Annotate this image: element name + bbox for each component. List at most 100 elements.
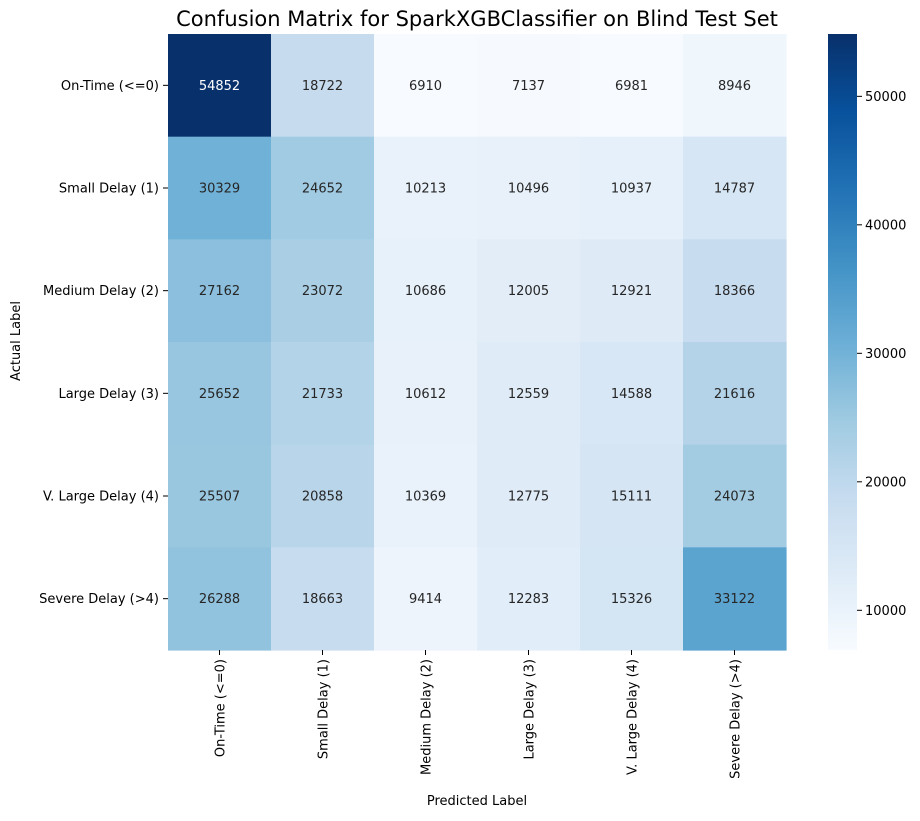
- cell-value-r0-c2: 6910: [409, 79, 442, 94]
- cell-value-r1-c0: 30329: [199, 182, 240, 197]
- heatmap-cell-r1-c1: [271, 136, 375, 240]
- cell-value-r5-c0: 26288: [199, 592, 240, 607]
- cell-value-r0-c3: 7137: [512, 79, 545, 94]
- x-axis-ticks: On-Time (<=0) Small Delay (1) Medium Delay…: [214, 650, 744, 779]
- cell-value-r5-c2: 9414: [409, 592, 442, 607]
- heatmap-cell-r5-c3: [477, 547, 581, 651]
- heatmap-cell-r2-c5: [683, 239, 787, 343]
- y-axis-label: Actual Label: [9, 301, 24, 381]
- cell-value-r1-c1: 24652: [302, 182, 343, 197]
- heatmap-cell-r1-c5: [683, 136, 787, 240]
- heatmap-cell-r2-c4: [580, 239, 684, 343]
- heatmap-cell-r5-c2: [374, 547, 478, 651]
- cell-value-r2-c0: 27162: [199, 284, 240, 299]
- cell-annotations: 54852 18722 6910 7137 6981 8946 30329 24652 1021…: [199, 79, 755, 607]
- cell-value-r3-c1: 21733: [302, 387, 343, 402]
- x-tick-label-1: Small Delay (1): [317, 659, 332, 759]
- y-tick-label-2: Medium Delay (2): [43, 284, 159, 299]
- heatmap-cells: [168, 34, 787, 651]
- cell-value-r5-c4: 15326: [611, 592, 652, 607]
- heatmap-cell-r3-c0: [168, 342, 272, 446]
- colorbar: [828, 34, 857, 650]
- cell-value-r5-c5: 33122: [714, 592, 755, 607]
- heatmap-cell-r0-c3: [477, 34, 581, 138]
- heatmap-cell-r4-c0: [168, 444, 272, 548]
- heatmap-cell-r2-c0: [168, 239, 272, 343]
- heatmap-cell-r5-c5: [683, 547, 787, 651]
- y-tick-label-0: On-Time (<=0): [61, 79, 159, 94]
- heatmap-cell-r2-c1: [271, 239, 375, 343]
- colorbar-tick-label-0: 10000: [865, 604, 906, 619]
- colorbar-tick-label-4: 50000: [865, 90, 906, 105]
- heatmap-cell-r0-c1: [271, 34, 375, 138]
- y-tick-label-4: V. Large Delay (4): [43, 490, 159, 505]
- heatmap-cell-r1-c4: [580, 136, 684, 240]
- heatmap-cell-r5-c0: [168, 547, 272, 651]
- cell-value-r4-c2: 10369: [405, 490, 446, 505]
- cell-value-r1-c4: 10937: [611, 182, 652, 197]
- x-axis-label: Predicted Label: [427, 794, 527, 809]
- heatmap-cell-r1-c2: [374, 136, 478, 240]
- heatmap-cell-r0-c2: [374, 34, 478, 138]
- cell-value-r1-c3: 10496: [508, 182, 549, 197]
- heatmap-cell-r1-c3: [477, 136, 581, 240]
- heatmap-cell-r4-c2: [374, 444, 478, 548]
- heatmap-cell-r4-c1: [271, 444, 375, 548]
- cell-value-r4-c4: 15111: [611, 490, 652, 505]
- y-tick-label-1: Small Delay (1): [59, 182, 159, 197]
- x-tick-label-0: On-Time (<=0): [214, 659, 229, 757]
- cell-value-r2-c2: 10686: [405, 284, 446, 299]
- cell-value-r1-c5: 14787: [714, 182, 755, 197]
- colorbar-tick-label-1: 20000: [865, 475, 906, 490]
- cell-value-r2-c4: 12921: [611, 284, 652, 299]
- heatmap-cell-r5-c4: [580, 547, 684, 651]
- colorbar-tick-label-2: 30000: [865, 347, 906, 362]
- cell-value-r2-c3: 12005: [508, 284, 549, 299]
- cell-value-r4-c5: 24073: [714, 490, 755, 505]
- heatmap-cell-r0-c0: [168, 34, 272, 138]
- cell-value-r3-c4: 14588: [611, 387, 652, 402]
- cell-value-r0-c4: 6981: [615, 79, 648, 94]
- cell-value-r2-c5: 18366: [714, 284, 755, 299]
- cell-value-r4-c3: 12775: [508, 490, 549, 505]
- heatmap-cell-r4-c3: [477, 444, 581, 548]
- heatmap-cell-r0-c5: [683, 34, 787, 138]
- cell-value-r4-c0: 25507: [199, 490, 240, 505]
- y-axis-ticks: On-Time (<=0) Small Delay (1) Medium Delay…: [39, 79, 168, 607]
- chart-title: Confusion Matrix for SparkXGBClassifier …: [176, 7, 778, 31]
- colorbar-tick-label-3: 40000: [865, 218, 906, 233]
- cell-value-r0-c1: 18722: [302, 79, 343, 94]
- heatmap-cell-r3-c3: [477, 342, 581, 446]
- cell-value-r3-c3: 12559: [508, 387, 549, 402]
- cell-value-r5-c3: 12283: [508, 592, 549, 607]
- heatmap-cell-r3-c4: [580, 342, 684, 446]
- cell-value-r0-c5: 8946: [718, 79, 751, 94]
- cell-value-r4-c1: 20858: [302, 490, 343, 505]
- x-tick-label-3: Large Delay (3): [523, 659, 538, 760]
- cell-value-r0-c0: 54852: [199, 79, 240, 94]
- heatmap-cell-r1-c0: [168, 136, 272, 240]
- y-tick-label-3: Large Delay (3): [58, 387, 159, 402]
- heatmap-cell-r4-c4: [580, 444, 684, 548]
- colorbar-ticks: 10000 20000 30000 40000 50000: [857, 90, 906, 619]
- cell-value-r3-c5: 21616: [714, 387, 755, 402]
- y-tick-label-5: Severe Delay (>4): [39, 592, 159, 607]
- cell-value-r2-c1: 23072: [302, 284, 343, 299]
- cell-value-r5-c1: 18663: [302, 592, 343, 607]
- cell-value-r3-c0: 25652: [199, 387, 240, 402]
- heatmap-cell-r2-c3: [477, 239, 581, 343]
- x-tick-label-2: Medium Delay (2): [420, 659, 435, 775]
- x-tick-label-5: Severe Delay (>4): [729, 659, 744, 779]
- cell-value-r3-c2: 10612: [405, 387, 446, 402]
- heatmap-cell-r2-c2: [374, 239, 478, 343]
- heatmap-cell-r4-c5: [683, 444, 787, 548]
- heatmap-cell-r0-c4: [580, 34, 684, 138]
- heatmap-cell-r5-c1: [271, 547, 375, 651]
- heatmap-cell-r3-c2: [374, 342, 478, 446]
- heatmap-cell-r3-c1: [271, 342, 375, 446]
- heatmap-cell-r3-c5: [683, 342, 787, 446]
- cell-value-r1-c2: 10213: [405, 182, 446, 197]
- x-tick-label-4: V. Large Delay (4): [626, 659, 641, 775]
